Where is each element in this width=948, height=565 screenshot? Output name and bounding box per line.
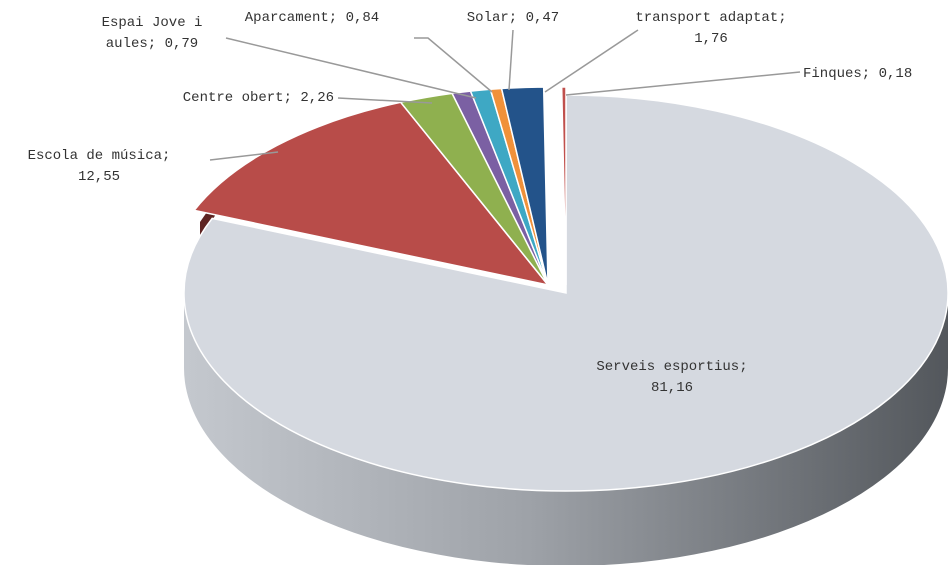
slice-label-escola-de-musica: Escola de música; 12,55 xyxy=(28,148,171,185)
slice-label-espai-jove-i-aules: Espai Jove i aules; 0,79 xyxy=(102,15,203,52)
slice-label-aparcament: Aparcament; 0,84 xyxy=(245,10,379,26)
leader-line-finques xyxy=(565,71,801,96)
leader-line-escola-de-musica xyxy=(209,151,279,161)
pie-slice-serveis-esportius xyxy=(183,94,948,492)
pie-side-serveis-esportius xyxy=(184,293,948,565)
leader-lines xyxy=(209,29,801,161)
slice-label-centre-obert: Centre obert; 2,26 xyxy=(183,90,334,106)
pie-slice-transport-adaptat xyxy=(500,86,549,286)
leader-line-centre-obert xyxy=(337,97,433,104)
pie-slices xyxy=(183,86,948,492)
slice-label-solar: Solar; 0,47 xyxy=(467,10,559,26)
slice-label-serveis-esportius: Serveis esportius; 81,16 xyxy=(596,359,747,396)
slice-labels: Serveis esportius; 81,16 Escola de música;… xyxy=(28,10,913,396)
pie-slice-finques xyxy=(560,86,567,286)
slice-label-transport-adaptat: transport adaptat; 1,76 xyxy=(635,10,786,47)
pie-slice-escola-de-musica xyxy=(192,101,550,287)
leader-line-espai-jove-i-aules xyxy=(225,37,477,99)
slice-label-finques: Finques; 0,18 xyxy=(803,66,912,82)
leader-line-transport-adaptat xyxy=(544,29,639,93)
leader-line-solar xyxy=(508,29,514,91)
leader-line-aparcament xyxy=(414,37,493,93)
